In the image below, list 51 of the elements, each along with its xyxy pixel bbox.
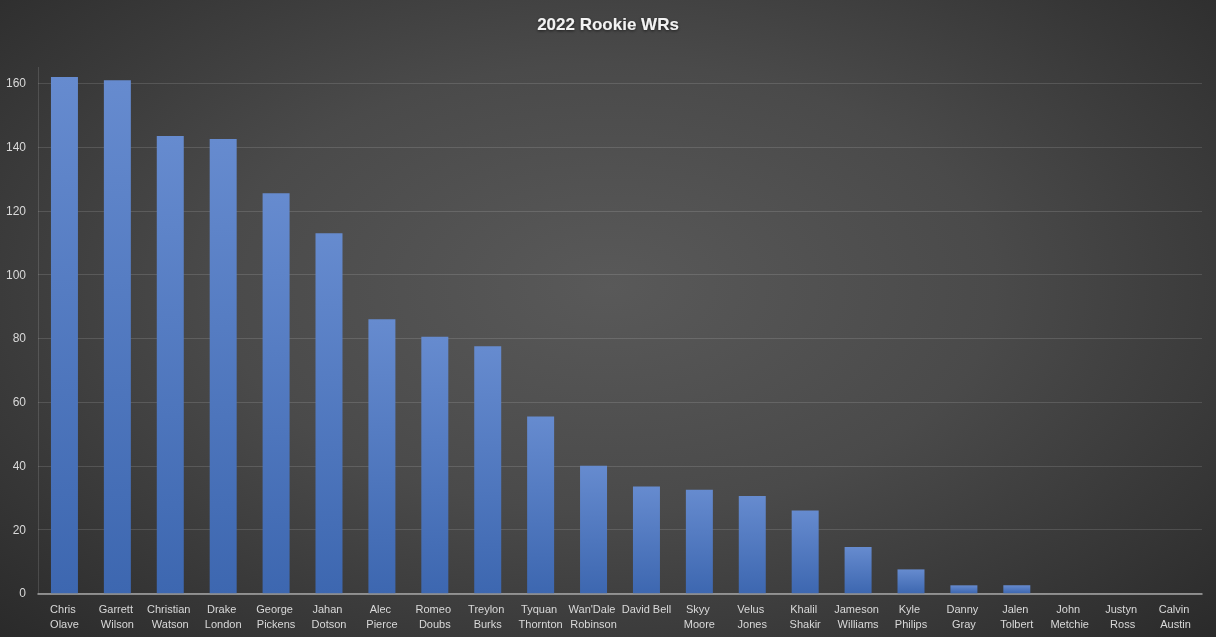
x-tick-label: Tyquan Thornton: [518, 602, 563, 630]
y-tick-label: 160: [5, 76, 27, 91]
y-tick-label: 120: [5, 203, 27, 218]
bar: [791, 510, 819, 594]
y-tick-label: 40: [12, 458, 27, 473]
x-tick-label: Calvin Austin: [1158, 602, 1193, 630]
bar: [156, 135, 184, 594]
bar: [368, 319, 396, 594]
x-tick-label: Christian Watson: [147, 602, 194, 630]
x-tick-label: Skyy Moore: [683, 602, 715, 630]
chart-title: 2022 Rookie WRs: [537, 15, 679, 34]
x-tick-label: Danny Gray: [946, 602, 982, 630]
bar: [527, 416, 555, 594]
x-tick-label: Garrett Wilson: [98, 602, 137, 630]
bar: [580, 465, 608, 594]
x-tick-label: Treylon Burks: [468, 602, 508, 630]
y-tick-label: 140: [5, 140, 27, 155]
x-tick-label: Kyle Philips: [894, 602, 928, 630]
x-tick-label: Wan'Dale Robinson: [568, 602, 619, 630]
bar: [632, 486, 660, 594]
bar: [844, 547, 872, 594]
x-tick-label: Romeo Doubs: [415, 602, 455, 630]
bar: [950, 585, 978, 594]
x-tick-label: Justyn Ross: [1105, 602, 1141, 630]
x-tick-label: Chris Olave: [50, 602, 79, 630]
x-tick-label: John Metchie: [1050, 602, 1089, 630]
x-tick-label: Alec Pierce: [366, 602, 398, 630]
y-tick-label: 100: [5, 267, 27, 282]
bar: [315, 233, 343, 594]
bar: [262, 193, 290, 594]
x-tick-label: David Bell: [621, 602, 672, 615]
y-tick-label: 80: [12, 331, 27, 346]
bar: [50, 76, 78, 594]
x-tick-label: Drake London: [204, 602, 242, 630]
x-tick-label: Khalil Shakir: [789, 602, 822, 630]
bar: [1003, 585, 1031, 594]
y-tick-label: 60: [12, 395, 27, 410]
x-tick-label: George Pickens: [256, 602, 296, 630]
x-tick-label: Jameson Williams: [834, 602, 882, 630]
bar: [209, 139, 237, 594]
y-tick-label: 20: [12, 522, 27, 537]
bar: [738, 496, 766, 594]
x-tick-label: Jalen Tolbert: [1000, 602, 1034, 630]
y-tick-label: 0: [19, 586, 27, 601]
bar: [103, 80, 131, 594]
bar: [897, 569, 925, 594]
x-tick-label: Jahan Dotson: [311, 602, 347, 630]
bar: [685, 489, 713, 594]
x-tick-label: Velus Jones: [737, 602, 768, 630]
bar: [474, 346, 502, 594]
bar: [421, 336, 449, 594]
